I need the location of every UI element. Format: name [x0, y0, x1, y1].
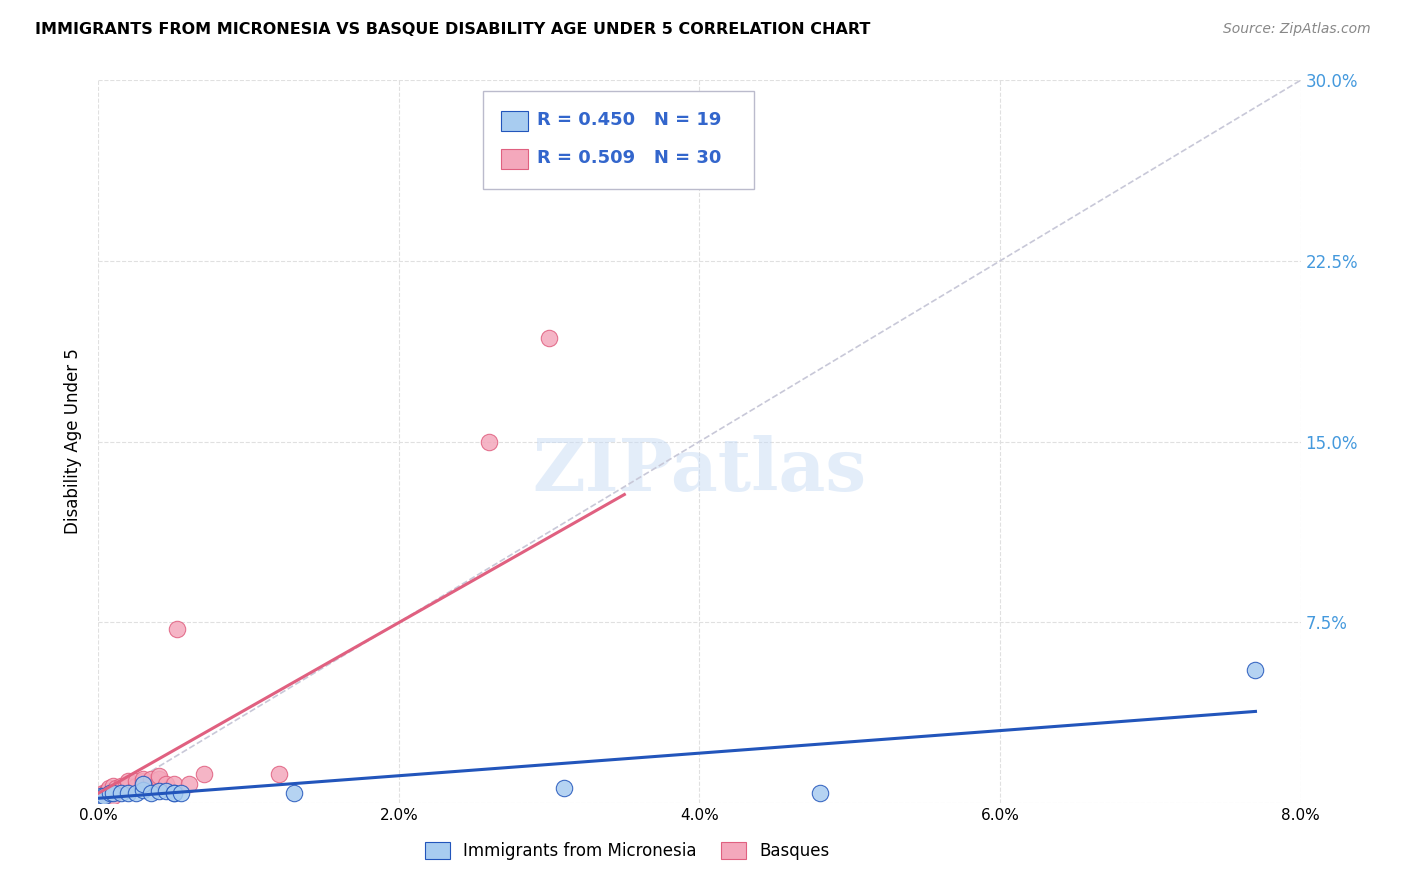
Text: IMMIGRANTS FROM MICRONESIA VS BASQUE DISABILITY AGE UNDER 5 CORRELATION CHART: IMMIGRANTS FROM MICRONESIA VS BASQUE DIS… [35, 22, 870, 37]
Point [103, 786, 125, 800]
Point [808, 786, 831, 800]
Point [170, 786, 193, 800]
Point [117, 774, 139, 789]
Point [162, 786, 184, 800]
FancyBboxPatch shape [501, 149, 527, 169]
Point [283, 786, 305, 800]
FancyBboxPatch shape [484, 91, 754, 189]
Point [96, 784, 118, 797]
Point [110, 786, 132, 800]
Point [90, 789, 112, 803]
Text: ZIPatlas: ZIPatlas [533, 435, 866, 506]
Point [193, 767, 215, 781]
Point [132, 776, 155, 790]
Point [125, 774, 148, 789]
Point [538, 331, 561, 345]
Point [90, 789, 112, 803]
Point [132, 782, 155, 797]
Point [177, 776, 200, 790]
Point [139, 772, 162, 786]
Point [132, 772, 155, 786]
Point [110, 779, 132, 793]
Point [105, 781, 128, 796]
Point [103, 789, 125, 803]
Point [132, 779, 155, 793]
Point [148, 784, 170, 797]
Point [162, 786, 184, 800]
Point [132, 774, 155, 789]
Y-axis label: Disability Age Under 5: Disability Age Under 5 [65, 349, 83, 534]
FancyBboxPatch shape [501, 111, 527, 131]
Point [478, 434, 501, 449]
Point [91, 786, 114, 800]
Text: R = 0.509   N = 30: R = 0.509 N = 30 [537, 149, 721, 168]
Point [125, 786, 148, 800]
Point [148, 772, 170, 786]
Text: R = 0.450   N = 19: R = 0.450 N = 19 [537, 111, 721, 129]
Point [103, 784, 125, 797]
Point [1244, 664, 1267, 678]
Point [162, 776, 184, 790]
Point [267, 767, 290, 781]
Point [155, 784, 177, 797]
Point [117, 779, 139, 793]
Point [100, 786, 122, 800]
Point [166, 623, 188, 637]
Point [553, 781, 575, 796]
Point [125, 779, 148, 793]
Point [94, 786, 117, 800]
Point [114, 781, 136, 796]
Text: Source: ZipAtlas.com: Source: ZipAtlas.com [1223, 22, 1371, 37]
Point [97, 781, 120, 796]
Point [139, 786, 162, 800]
Point [103, 779, 125, 793]
Point [148, 769, 170, 783]
Point [155, 776, 177, 790]
Point [93, 789, 115, 803]
Legend: Immigrants from Micronesia, Basques: Immigrants from Micronesia, Basques [418, 835, 837, 867]
Point [117, 786, 139, 800]
Point [132, 776, 155, 790]
